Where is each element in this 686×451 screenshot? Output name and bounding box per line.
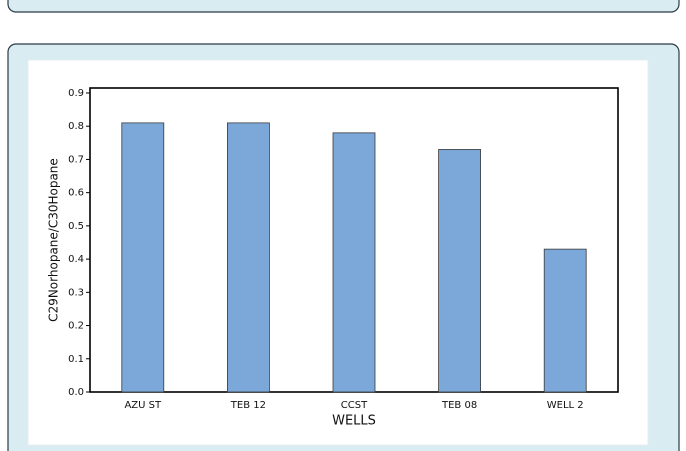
x-tick-label: TEB 12 xyxy=(230,400,266,411)
top-panel xyxy=(7,0,680,13)
y-tick-label: 0.0 xyxy=(68,387,84,398)
bar xyxy=(121,122,165,393)
bar xyxy=(438,149,482,393)
x-tick-label: WELL 2 xyxy=(547,400,584,411)
y-tick-label: 0.7 xyxy=(68,154,84,165)
y-tick-label: 0.6 xyxy=(68,188,84,199)
bar xyxy=(332,132,376,393)
y-tick-label: 0.9 xyxy=(68,88,84,99)
x-tick-label: TEB 08 xyxy=(441,400,477,411)
y-tick-label: 0.1 xyxy=(68,354,84,365)
bar xyxy=(543,248,587,393)
y-tick-label: 0.5 xyxy=(68,221,84,232)
x-tick-label: AZU ST xyxy=(124,400,162,411)
y-axis-label: C29Norhopane/C30Hopane xyxy=(47,158,61,322)
y-tick-label: 0.4 xyxy=(68,254,84,265)
y-tick-label: 0.3 xyxy=(68,287,84,298)
bar xyxy=(226,122,270,393)
x-tick-label: CCST xyxy=(341,400,368,411)
y-tick-label: 0.8 xyxy=(68,121,84,132)
x-axis-label: WELLS xyxy=(332,414,376,429)
y-tick-label: 0.2 xyxy=(68,321,84,332)
